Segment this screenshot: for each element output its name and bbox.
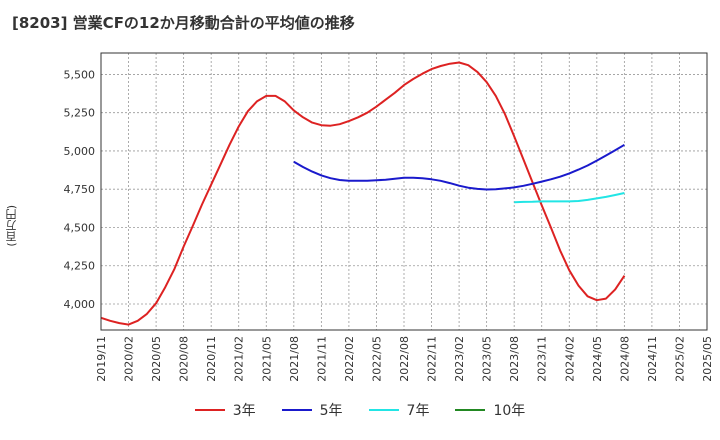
series-lines: [100, 61, 626, 326]
x-tick-label: 2024/08: [618, 336, 631, 382]
series-line-1: [293, 143, 625, 191]
x-tick-label: 2022/05: [370, 336, 383, 382]
x-tick-label: 2019/11: [95, 336, 108, 382]
legend-item: 10年: [455, 400, 525, 420]
x-tick-label: 2021/02: [233, 336, 246, 382]
y-tick-label: 4,250: [64, 260, 96, 273]
legend-swatch: [194, 409, 225, 411]
x-tick-label: 2023/11: [536, 336, 549, 382]
y-tick-label: 4,750: [64, 183, 96, 196]
x-tick-label: 2020/08: [178, 336, 191, 382]
y-tick-label: 4,000: [64, 298, 96, 311]
y-tick-label: 5,500: [64, 68, 96, 81]
series-line-2: [514, 192, 625, 204]
y-tick-label: 5,250: [64, 107, 96, 120]
x-tick-label: 2020/02: [123, 336, 136, 382]
x-tick-label: 2021/08: [288, 336, 301, 382]
x-tick-label: 2024/02: [563, 336, 576, 382]
x-tick-label: 2023/05: [481, 336, 494, 382]
x-tick-label: 2022/08: [398, 336, 411, 382]
x-axis-ticks: 2019/11 2020/02 2020/05 2020/08 2020/11 2021/…: [95, 336, 714, 382]
legend-swatch: [281, 409, 312, 411]
x-tick-label: 2021/05: [260, 336, 273, 382]
x-tick-label: 2024/05: [591, 336, 604, 382]
x-tick-label: 2020/11: [205, 336, 218, 382]
y-tick-label: 4,500: [64, 221, 96, 234]
x-tick-label: 2023/08: [508, 336, 521, 382]
x-tick-label: 2025/05: [701, 336, 714, 382]
legend-label: 7年: [406, 403, 430, 419]
chart-title: [8203] 営業CFの12か月移動合計の平均値の推移: [12, 14, 355, 32]
legend-swatch: [368, 409, 399, 411]
y-tick-label: 5,000: [64, 145, 96, 158]
series-line-0: [100, 61, 626, 326]
legend-item: 3年: [194, 400, 256, 420]
x-tick-label: 2024/11: [646, 336, 659, 382]
plot-frame: [100, 52, 708, 331]
grid: [100, 53, 708, 330]
legend-item: 5年: [281, 400, 343, 420]
legend-label: 3年: [232, 403, 256, 419]
legend-item: 7年: [368, 400, 430, 420]
line-chart: 4,000 4,250 4,500 4,750 5,000 5,250 5,500 2019…: [64, 52, 714, 382]
x-tick-label: 2025/02: [673, 336, 686, 382]
legend: 3年 5年 7年 10年: [0, 400, 720, 420]
y-axis-ticks: 4,000 4,250 4,500 4,750 5,000 5,250 5,500: [64, 68, 96, 311]
x-tick-label: 2023/02: [453, 336, 466, 382]
x-tick-label: 2022/11: [426, 336, 439, 382]
x-tick-label: 2020/05: [150, 336, 163, 382]
legend-swatch: [455, 409, 486, 411]
legend-label: 5年: [319, 403, 343, 419]
legend-label: 10年: [493, 403, 526, 419]
x-tick-label: 2021/11: [315, 336, 328, 382]
x-tick-label: 2022/02: [343, 336, 356, 382]
